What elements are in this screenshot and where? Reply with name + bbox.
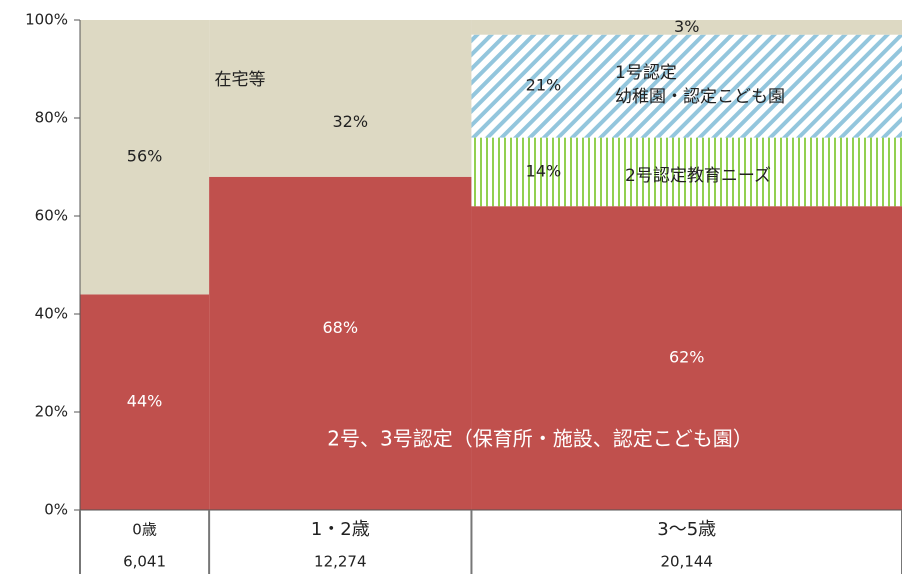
y-tick-label: 100% xyxy=(25,11,68,29)
x-tick-label: 0歳 xyxy=(132,521,157,539)
segment xyxy=(471,206,902,510)
x-tick-label: 3～5歳 xyxy=(657,519,716,540)
y-tick-label: 60% xyxy=(35,207,68,225)
segment xyxy=(471,34,902,138)
series-label: 2号認定教育ニーズ xyxy=(625,166,771,186)
width-label: 6,041 xyxy=(123,553,166,571)
y-tick-label: 40% xyxy=(35,305,68,323)
value-label: 3% xyxy=(674,17,699,36)
series-label: 幼稚園・認定こども園 xyxy=(615,87,785,107)
value-label: 14% xyxy=(526,161,562,180)
segment xyxy=(209,176,472,511)
value-label: 44% xyxy=(127,392,163,411)
y-tick-label: 80% xyxy=(35,109,68,127)
segment xyxy=(209,20,472,177)
value-label: 68% xyxy=(323,318,359,337)
series-label: 1号認定 xyxy=(615,63,677,83)
series-label: 在宅等 xyxy=(215,70,266,90)
segment xyxy=(471,20,902,35)
series-label: 2号、3号認定（保育所・施設、認定こども園） xyxy=(327,427,752,451)
x-tick-label: 1・2歳 xyxy=(311,519,370,540)
value-label: 21% xyxy=(526,76,562,95)
width-label: 20,144 xyxy=(660,553,713,571)
segment xyxy=(471,137,902,207)
y-tick-label: 0% xyxy=(44,501,68,519)
y-tick-label: 20% xyxy=(35,403,68,421)
value-label: 32% xyxy=(333,112,369,131)
value-label: 56% xyxy=(127,147,163,166)
segment xyxy=(80,20,210,295)
width-label: 12,274 xyxy=(314,553,367,571)
value-label: 62% xyxy=(669,348,705,367)
segment xyxy=(80,294,210,510)
